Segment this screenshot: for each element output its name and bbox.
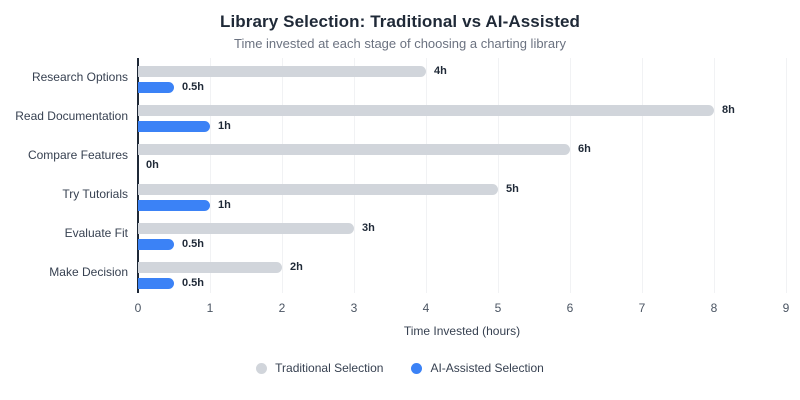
category-label: Compare Features: [27, 147, 128, 162]
bar-value-label: 1h: [218, 120, 231, 133]
gridline: [498, 58, 499, 293]
x-axis-ticks: 0 1 2 3 4 5 6 7 8 9: [135, 301, 790, 317]
gridline: [282, 58, 283, 293]
bar-ai-0[interactable]: [138, 82, 174, 93]
legend-label: AI-Assisted Selection: [430, 361, 544, 375]
x-tick-label: 0: [134, 301, 142, 315]
bar-ai-3[interactable]: [138, 199, 210, 211]
bar-traditional-3[interactable]: [138, 183, 498, 195]
gridline: [786, 58, 787, 293]
bar-traditional-4[interactable]: [138, 222, 354, 234]
bar-value-label: 4h: [434, 65, 447, 77]
chart-legend: Traditional Selection AI-Assisted Selecti…: [0, 356, 800, 380]
x-tick-label: 8: [710, 301, 718, 315]
x-tick-label: 2: [278, 301, 286, 315]
y-axis-category-labels: Research Options Read Documentation Compar…: [0, 58, 128, 293]
plot-area: 4h 0.5h 8h 1h 6h 0h 5h 1h 3h 0.5h 2h 0.5h: [137, 58, 787, 293]
x-tick-label: 1: [206, 301, 214, 315]
bar-value-label: 0h: [146, 159, 159, 172]
y-axis-line: [137, 58, 139, 293]
bar-traditional-5[interactable]: [138, 261, 282, 273]
bar-value-label: 6h: [578, 143, 591, 156]
gridline: [210, 58, 211, 293]
x-tick-label: 9: [782, 301, 790, 315]
bar-value-label: 5h: [506, 182, 519, 195]
legend-item-ai-assisted[interactable]: AI-Assisted Selection: [411, 361, 544, 375]
bar-value-label: 8h: [722, 104, 735, 117]
bar-traditional-2[interactable]: [138, 144, 570, 156]
x-tick-label: 7: [638, 301, 646, 315]
gridline: [426, 58, 427, 293]
category-label: Research Options: [31, 69, 128, 84]
gridline: [354, 58, 355, 293]
category-label: Make Decision: [49, 265, 128, 280]
x-tick-label: 4: [422, 301, 430, 315]
bar-value-label: 2h: [290, 260, 303, 273]
gridline: [570, 58, 571, 293]
legend-item-traditional[interactable]: Traditional Selection: [256, 361, 383, 375]
bar-value-label: 0.5h: [182, 81, 205, 93]
legend-label: Traditional Selection: [275, 361, 384, 375]
bar-value-label: 3h: [362, 221, 375, 234]
x-tick-label: 6: [566, 301, 574, 315]
legend-dot-icon: [256, 362, 268, 374]
bar-ai-4[interactable]: [138, 238, 174, 250]
x-axis-title: Time Invested (hours): [403, 324, 521, 338]
bar-ai-1[interactable]: [138, 121, 210, 133]
category-label: Evaluate Fit: [64, 226, 128, 241]
chart-title: Library Selection: Traditional vs AI-Ass…: [219, 12, 581, 31]
category-label: Read Documentation: [15, 108, 128, 123]
bar-value-label: 0.5h: [182, 276, 205, 289]
x-tick-label: 5: [494, 301, 502, 315]
bar-value-label: 1h: [218, 198, 231, 211]
category-label: Try Tutorials: [62, 187, 128, 202]
gridline: [714, 58, 715, 293]
gridline: [642, 58, 643, 293]
bar-traditional-1[interactable]: [138, 105, 714, 117]
chart-subtitle: Time invested at each stage of choosing …: [234, 36, 566, 51]
x-tick-label: 3: [350, 301, 358, 315]
legend-dot-icon: [411, 362, 423, 374]
bar-value-label: 0.5h: [182, 237, 205, 250]
bar-traditional-0[interactable]: [138, 66, 426, 77]
bar-ai-5[interactable]: [138, 277, 174, 289]
